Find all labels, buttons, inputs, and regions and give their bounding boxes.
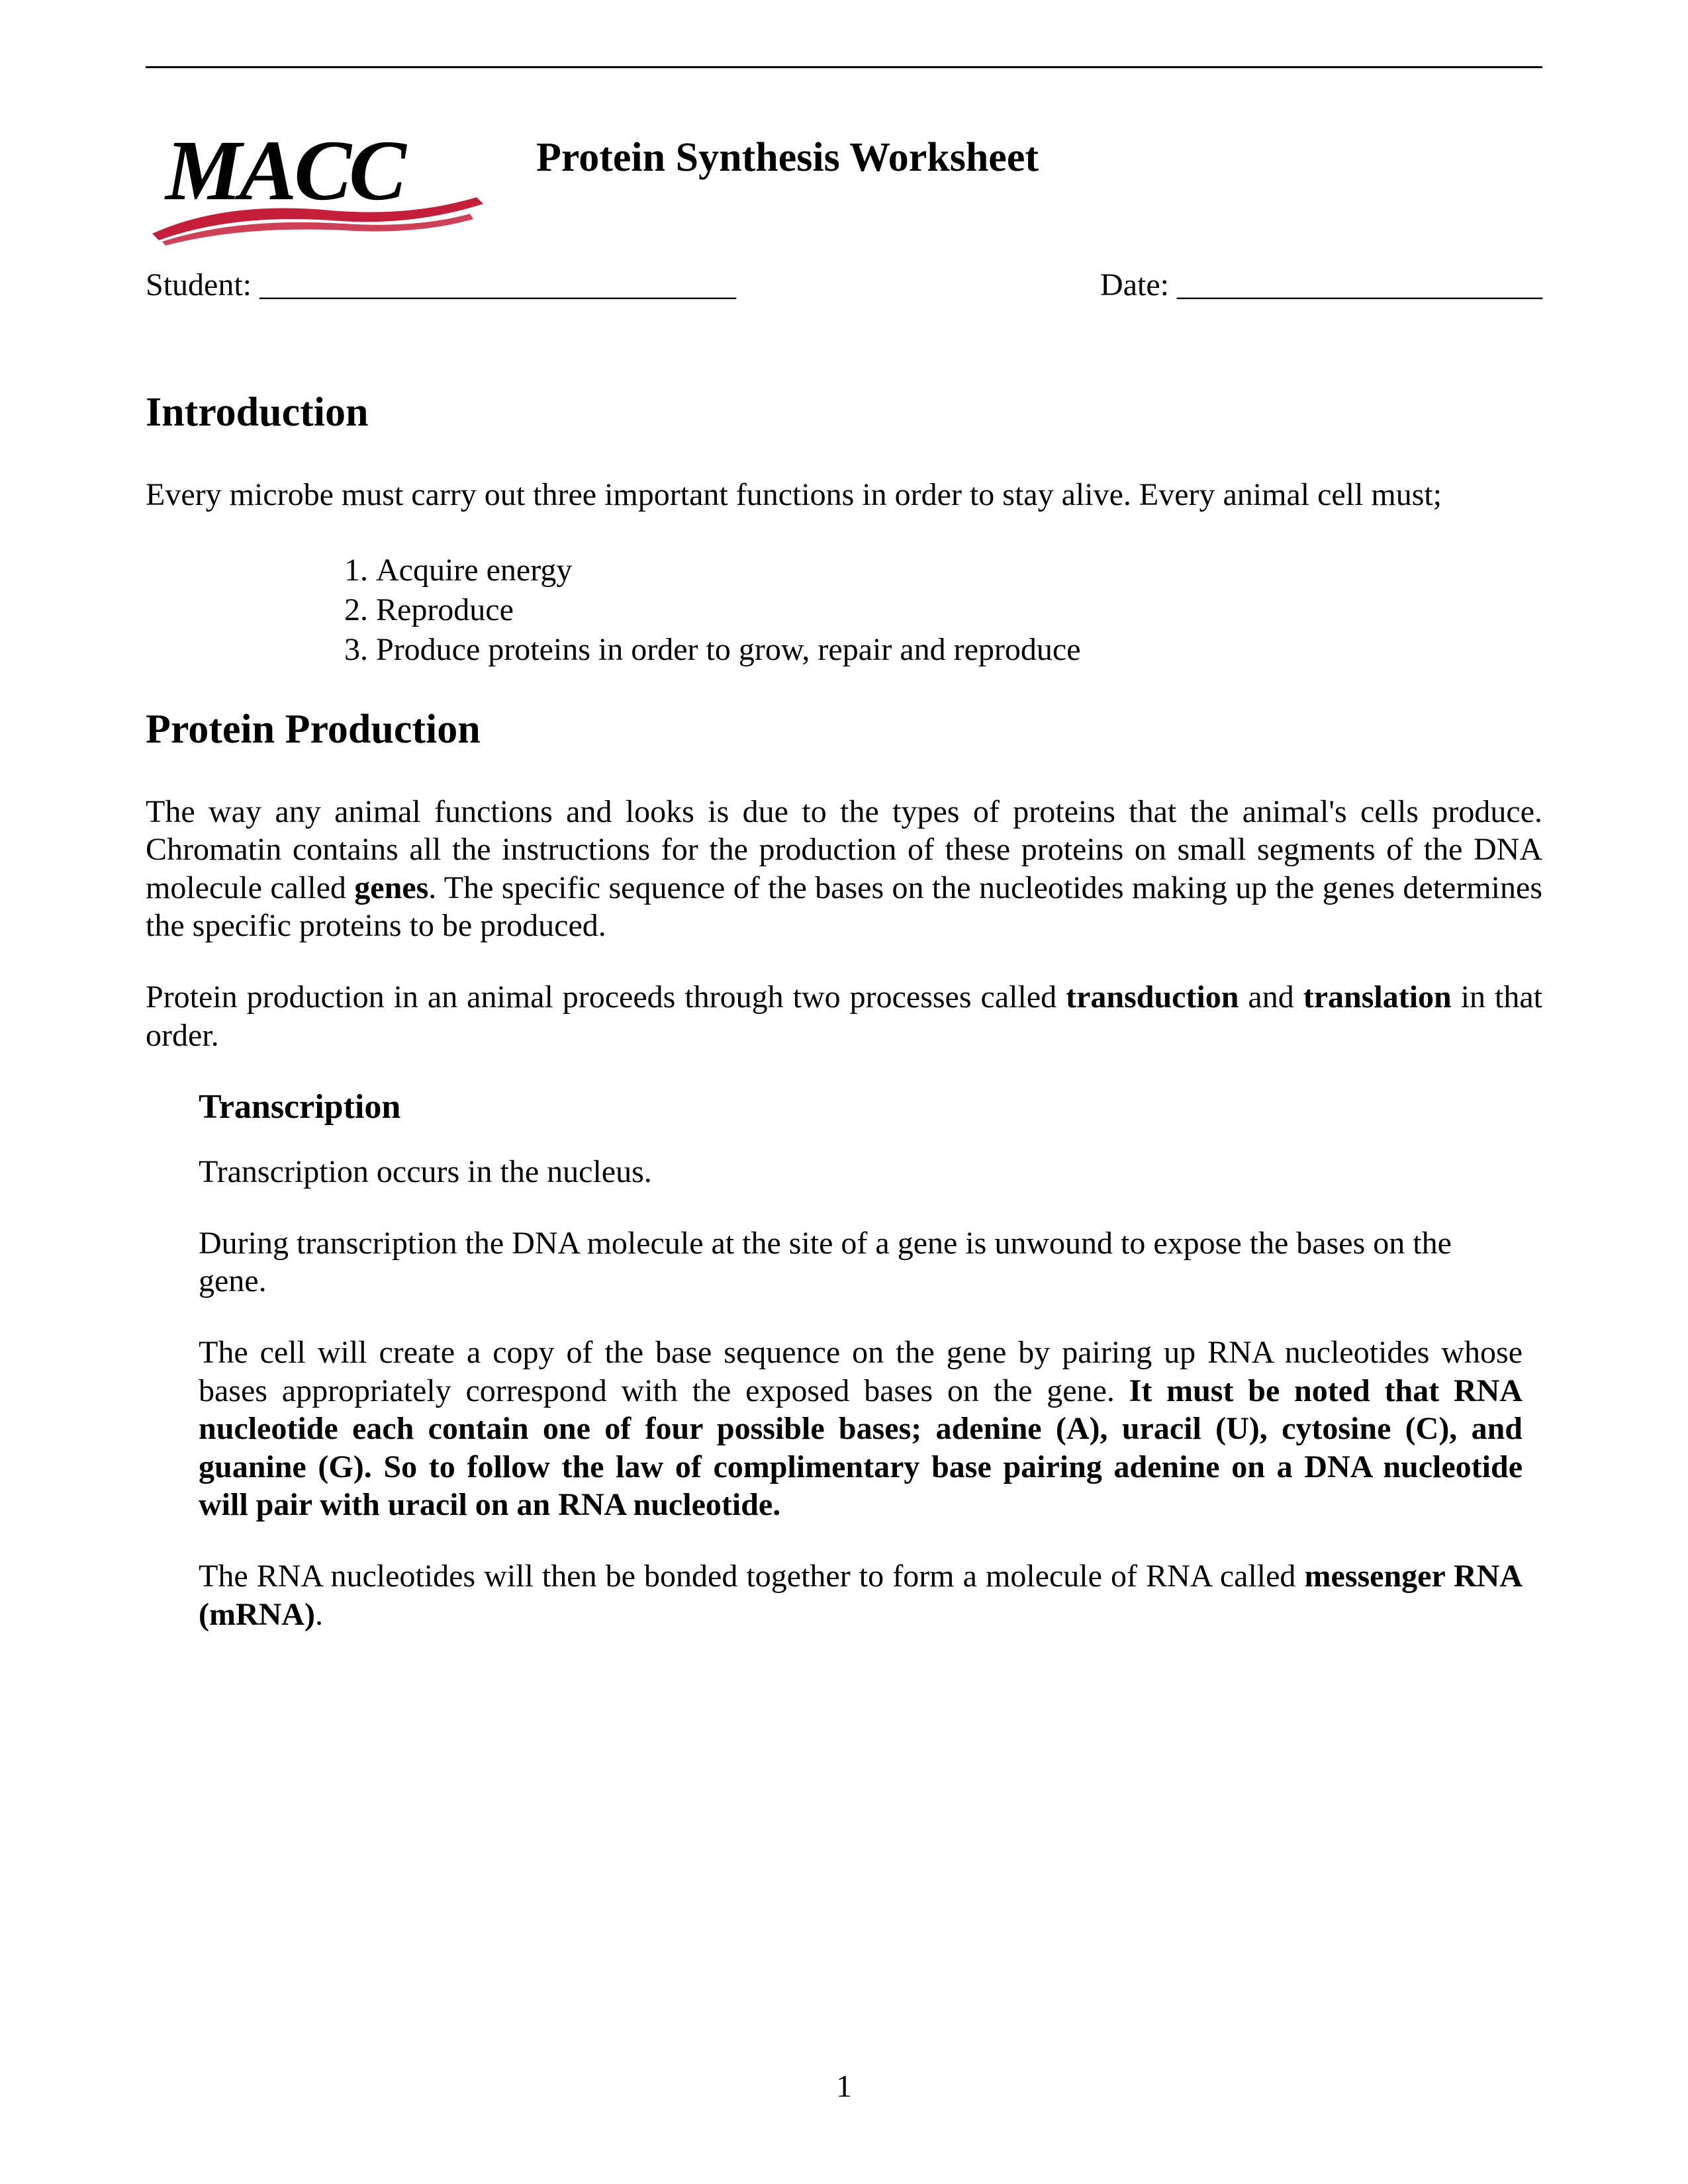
top-rule bbox=[146, 66, 1542, 68]
list-text: Reproduce bbox=[376, 590, 514, 630]
page-title: Protein Synthesis Worksheet bbox=[536, 134, 1039, 181]
text-span: and bbox=[1239, 979, 1303, 1015]
protein-production-para2: Protein production in an animal proceeds… bbox=[146, 978, 1542, 1054]
transcription-heading: Transcription bbox=[199, 1087, 1542, 1126]
list-item: 3.Produce proteins in order to grow, rep… bbox=[344, 630, 1542, 670]
header-row: MACC Protein Synthesis Worksheet bbox=[146, 128, 1542, 253]
date-field[interactable]: Date: _______________________ bbox=[1100, 267, 1542, 303]
list-item: 2.Reproduce bbox=[344, 590, 1542, 630]
text-span: . bbox=[315, 1597, 323, 1632]
student-date-row: Student: ______________________________ … bbox=[146, 267, 1542, 303]
page-number: 1 bbox=[0, 2068, 1688, 2105]
logo-swoosh-icon bbox=[146, 187, 496, 247]
transcription-para4: The RNA nucleotides will then be bonded … bbox=[199, 1557, 1523, 1633]
text-span: Protein production in an animal proceeds… bbox=[146, 979, 1066, 1015]
bold-translation: translation bbox=[1303, 979, 1452, 1015]
list-item: 1.Acquire energy bbox=[344, 551, 1542, 590]
student-field[interactable]: Student: ______________________________ bbox=[146, 267, 736, 303]
logo: MACC bbox=[146, 128, 496, 253]
intro-list: 1.Acquire energy 2.Reproduce 3.Produce p… bbox=[344, 551, 1542, 670]
intro-para1: Every microbe must carry out three impor… bbox=[146, 476, 1542, 514]
transcription-para2: During transcription the DNA molecule at… bbox=[199, 1224, 1523, 1300]
list-text: Acquire energy bbox=[376, 551, 572, 590]
list-num: 2. bbox=[344, 590, 368, 630]
page-container: MACC Protein Synthesis Worksheet Student… bbox=[0, 0, 1688, 2184]
text-span: The RNA nucleotides will then be bonded … bbox=[199, 1559, 1305, 1594]
transcription-para1: Transcription occurs in the nucleus. bbox=[199, 1153, 1523, 1191]
protein-production-heading: Protein Production bbox=[146, 706, 1542, 753]
list-num: 3. bbox=[344, 630, 368, 670]
list-text: Produce proteins in order to grow, repai… bbox=[376, 630, 1081, 670]
transcription-para3: The cell will create a copy of the base … bbox=[199, 1334, 1523, 1524]
bold-genes: genes bbox=[354, 870, 428, 905]
protein-production-para1: The way any animal functions and looks i… bbox=[146, 793, 1542, 945]
list-num: 1. bbox=[344, 551, 368, 590]
bold-transduction: transduction bbox=[1066, 979, 1239, 1015]
intro-heading: Introduction bbox=[146, 389, 1542, 436]
